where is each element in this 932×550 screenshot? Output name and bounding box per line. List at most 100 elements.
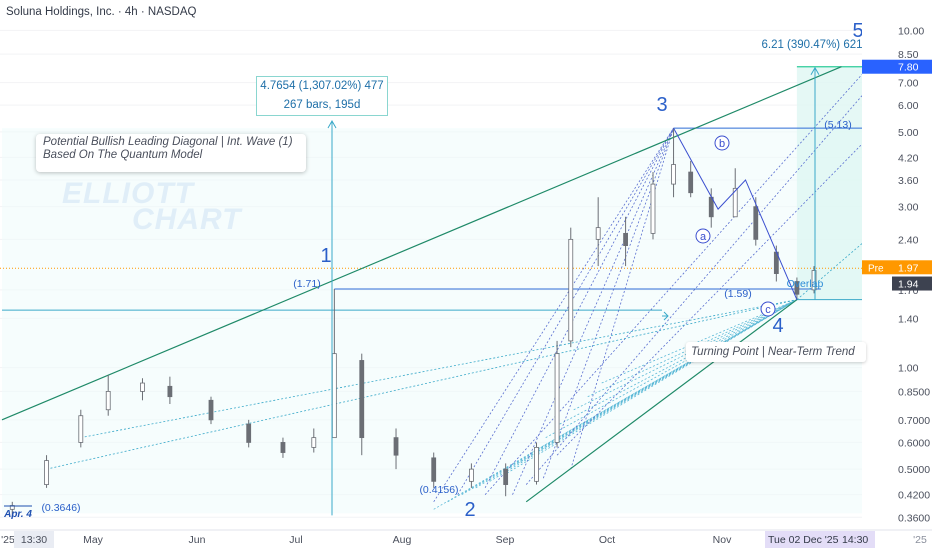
target-price-text: 7.80	[898, 62, 919, 74]
start-price-label: (0.3646)	[41, 502, 80, 514]
watermark-chart: CHART	[132, 203, 242, 236]
candle-body	[311, 437, 317, 448]
candles	[9, 128, 817, 518]
note-line-1: Potential Bullish Leading Diagonal | Int…	[43, 136, 293, 148]
time-tick-label: Sep	[496, 534, 515, 546]
diagonal-channel	[1, 66, 842, 503]
current-time-badge	[765, 531, 875, 548]
lower-channel-line	[525, 299, 798, 503]
wave-3-price-label: (5.13)	[824, 119, 851, 131]
current-time-text: Tue 02 Dec '25	[768, 534, 839, 546]
wave-b-label: b	[719, 138, 725, 150]
wave-3-label: 3	[656, 94, 667, 116]
candle-body	[44, 460, 49, 485]
fan-line	[573, 299, 798, 411]
target-shade	[796, 66, 862, 300]
price-axis: 10.008.507.006.005.004.203.603.002.401.7…	[862, 0, 932, 530]
wave-1-price-label: (1.71)	[293, 278, 320, 290]
measure-1-line-1: 4.7654 (1,307.02%) 477	[260, 80, 384, 92]
price-tick-label: 8.50	[898, 49, 919, 61]
last-price-text: 1.94	[898, 279, 919, 291]
time-tick-label: Nov	[713, 534, 732, 546]
upper-channel-line	[1, 66, 842, 421]
candle-body	[469, 468, 474, 482]
measure-2-line-1: 6.21 (390.47%) 621	[761, 39, 863, 51]
candle-body	[280, 442, 286, 453]
watermark-elliott: ELLIOTT	[62, 177, 194, 210]
time-tick-label: Jul	[289, 534, 302, 546]
fan-lines	[46, 74, 891, 510]
candle-body	[595, 227, 601, 240]
candle-body	[246, 423, 252, 443]
candle-body	[568, 238, 574, 342]
candle-body	[732, 187, 738, 218]
price-tick-label: 0.7000	[898, 415, 930, 427]
fan-line	[512, 127, 674, 495]
fan-line	[461, 299, 798, 496]
candle-body	[167, 385, 173, 398]
wave-4-price-label: (1.59)	[724, 288, 751, 300]
time-axis: '25 May Jun Jul Aug Sep Oct Nov 13:30 Tue 02 Dec …	[0, 529, 932, 550]
measure-2-arrowhead	[810, 66, 820, 75]
time-axis-bg	[0, 530, 932, 550]
fan-line	[503, 299, 798, 476]
price-tick-label: 6.00	[898, 100, 919, 112]
price-tick-label: 0.6000	[898, 437, 930, 449]
projection-arrowhead	[662, 311, 669, 321]
turning-point-note: Turning Point | Near-Term Trend	[686, 342, 866, 362]
price-tick-label: 4.20	[898, 152, 919, 164]
wave-2-price-label: (0.4156)	[419, 484, 458, 496]
left-time-text: 13:30	[21, 534, 47, 546]
price-tick-label: 3.00	[898, 202, 919, 214]
fan-line	[517, 299, 798, 464]
fan-line	[531, 299, 798, 453]
current-clock-text: 14:30	[842, 534, 868, 546]
candle-body	[431, 457, 437, 482]
candle-body	[688, 171, 694, 194]
note-line-2: Based On The Quantum Model	[43, 149, 203, 161]
price-tick-label: 7.00	[898, 78, 919, 90]
price-tick-label: 3.60	[898, 175, 919, 187]
time-tick-label: May	[83, 534, 104, 546]
overlay-lines	[327, 66, 820, 516]
time-tick-label: Jun	[189, 534, 206, 546]
price-tick-label: 0.5000	[898, 464, 930, 476]
candle-body	[811, 270, 817, 291]
fan-line	[587, 299, 798, 398]
measure-box-2: 6.21 (390.47%) 621	[756, 36, 868, 55]
price-tick-label: 5.00	[898, 127, 919, 139]
candle-body	[331, 353, 337, 439]
price-tick-label: 0.4200	[898, 490, 930, 502]
price-tick-label: 2.40	[898, 234, 919, 246]
measure-1-line-2: 267 bars, 195d	[283, 99, 361, 111]
candle-body	[503, 468, 509, 485]
candle-body	[623, 232, 628, 247]
overlap-label: Overlap	[787, 278, 824, 290]
premarket-price-text: 1.97	[898, 262, 919, 274]
price-tick-label: 10.00	[898, 25, 924, 37]
candle-body	[393, 437, 399, 456]
candle-body	[105, 391, 111, 411]
candle-body	[671, 164, 676, 185]
candle-body	[650, 183, 656, 234]
left-time-badge	[14, 531, 54, 548]
price-tick-label: 0.8500	[898, 386, 930, 398]
price-tick-label: 1.40	[898, 313, 919, 325]
time-tick-label: Aug	[393, 534, 412, 546]
start-date-label: Apr. 4	[3, 509, 32, 520]
time-tick-label: '25	[1, 534, 15, 546]
wave-1-label: 1	[320, 245, 331, 267]
candle-body	[554, 353, 560, 443]
measure-1-arrowhead	[327, 119, 337, 129]
fan-line	[457, 127, 674, 495]
price-tick-label: 1.00	[898, 363, 919, 375]
time-tick-label: Oct	[599, 534, 615, 546]
premarket-price-tag	[862, 260, 932, 275]
measure-box-1: 4.7654 (1,307.02%) 477 267 bars, 195d	[256, 76, 388, 116]
fan-line	[559, 299, 798, 425]
candle-body	[753, 206, 759, 240]
fan-line	[46, 299, 797, 470]
wave-a-circle	[695, 228, 711, 244]
target-price-tag	[862, 59, 932, 74]
